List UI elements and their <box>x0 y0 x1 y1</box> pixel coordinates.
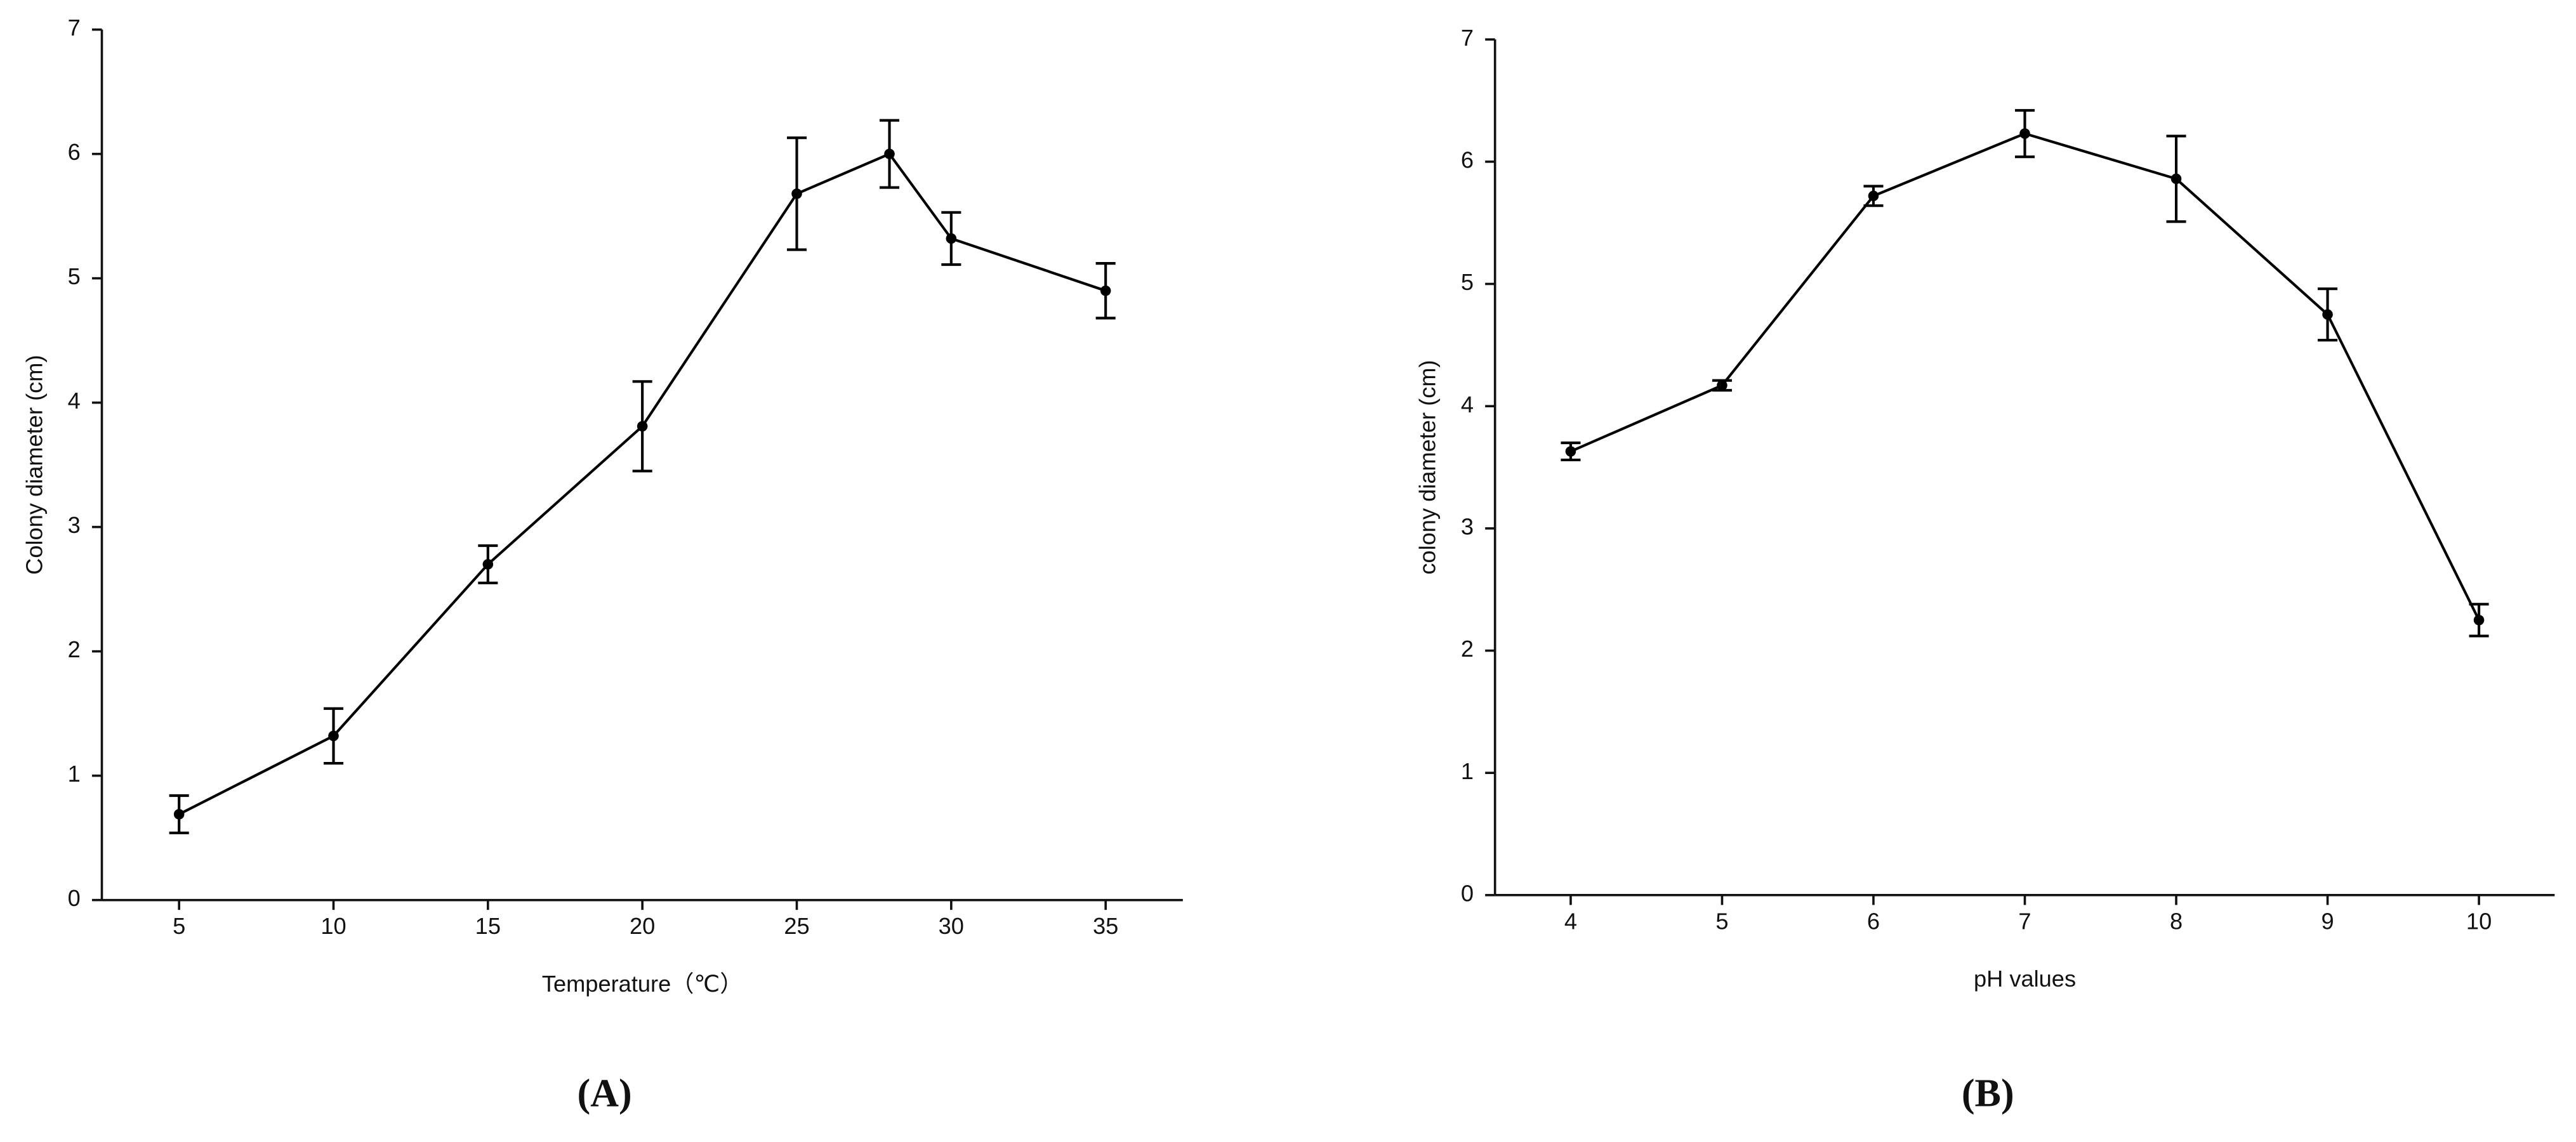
x-tick-label: 5 <box>1715 908 1728 934</box>
x-tick-label: 10 <box>2466 908 2492 934</box>
x-tick-label: 20 <box>630 913 655 939</box>
data-point <box>1565 446 1576 457</box>
x-tick-label: 8 <box>2170 908 2183 934</box>
chart-panel: 0 1 2 3 4 5 6 7 5 10 15 20 25 30 35 Temperature（℃） Colon… <box>22 15 1183 1115</box>
y-tick-label: 2 <box>68 636 81 662</box>
data-point <box>2170 173 2182 185</box>
x-axis-label: pH values <box>1974 966 2076 992</box>
x-tick-label: 25 <box>784 913 809 939</box>
y-tick-label: 0 <box>1461 880 1474 906</box>
y-tick-label: 5 <box>68 263 81 289</box>
x-tick-label: 5 <box>173 913 185 939</box>
y-tick-label: 6 <box>1461 147 1474 173</box>
panel-label: (B) <box>1962 1072 2014 1115</box>
y-axis-label: Colony diameter (cm) <box>22 355 48 574</box>
x-tick-label: 10 <box>320 913 346 939</box>
y-tick-label: 1 <box>68 761 81 787</box>
data-point <box>328 730 339 742</box>
y-tick-label: 4 <box>68 388 81 414</box>
y-tick-label: 7 <box>68 15 81 41</box>
data-line <box>178 152 1106 816</box>
y-tick-label: 2 <box>1461 636 1474 662</box>
x-tick-label: 35 <box>1093 913 1118 939</box>
y-tick-label: 5 <box>1461 269 1474 295</box>
data-point <box>1100 285 1111 296</box>
y-tick-label: 7 <box>1461 25 1474 51</box>
x-tick-label: 4 <box>1564 908 1577 934</box>
data-point <box>884 148 895 159</box>
y-tick-label: 6 <box>68 139 81 165</box>
x-tick-label: 9 <box>2321 908 2334 934</box>
y-tick-label: 4 <box>1461 391 1474 417</box>
y-tick-label: 0 <box>68 885 81 911</box>
x-tick-label: 30 <box>939 913 964 939</box>
x-axis-label: Temperature（℃） <box>542 971 743 997</box>
data-point <box>1717 380 1727 391</box>
data-point <box>637 421 648 432</box>
x-tick-label: 15 <box>475 913 501 939</box>
data-point <box>2019 128 2030 139</box>
y-tick-label: 3 <box>1461 513 1474 539</box>
y-axis-label: colony diameter (cm) <box>1415 360 1441 574</box>
data-point <box>946 233 957 244</box>
data-point <box>791 188 802 199</box>
x-tick-label: 6 <box>1867 908 1880 934</box>
y-tick-label: 3 <box>68 512 81 538</box>
x-tick-label: 7 <box>2018 908 2031 934</box>
chart-panel: 0 1 2 3 4 5 6 7 4 5 6 7 8 9 10 pH values colony diameter… <box>1415 25 2555 1115</box>
y-tick-label: 1 <box>1461 758 1474 784</box>
data-point <box>173 809 185 820</box>
data-point <box>482 559 494 570</box>
panel-label: (A) <box>578 1072 632 1115</box>
data-point <box>2322 309 2333 320</box>
data-point <box>1868 190 1879 202</box>
data-point <box>2473 615 2485 626</box>
data-line <box>1570 132 2480 621</box>
